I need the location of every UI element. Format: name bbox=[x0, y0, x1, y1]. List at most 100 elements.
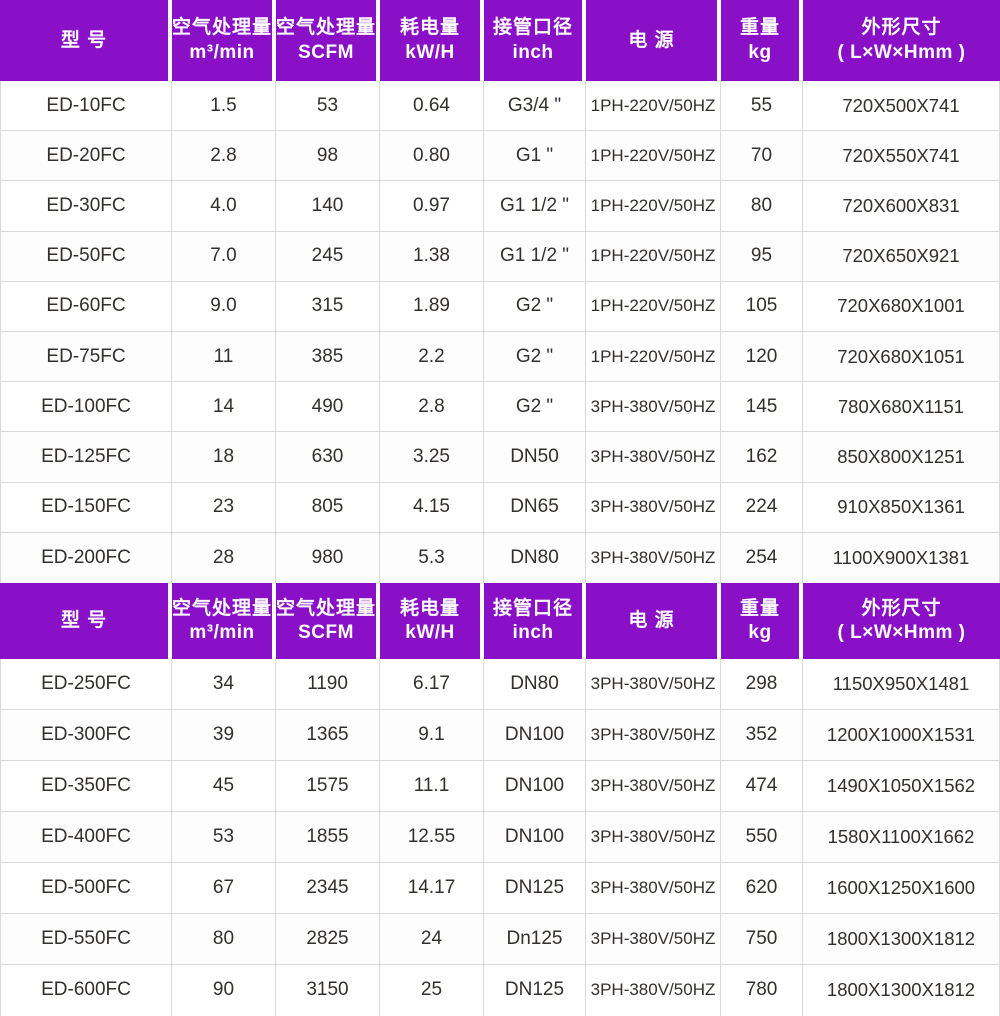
table-row: ED-350FC 45 1575 11.1 DN100 3PH-380V/50HZ 474 1… bbox=[0, 760, 1000, 812]
cell-flow-scfm: 980 bbox=[276, 532, 380, 583]
table-row: ED-100FC 14 490 2.8 G2 " 3PH-380V/50HZ 145 780X… bbox=[0, 382, 1000, 433]
header-label: 接管口径 bbox=[492, 597, 573, 619]
cell-dimensions: 1800X1300X1812 bbox=[803, 964, 1000, 1016]
header-cell-dimensions: 外形尺寸( L×W×Hmm ) bbox=[803, 0, 1000, 81]
table-row: ED-250FC 34 1190 6.17 DN80 3PH-380V/50HZ 298 11… bbox=[0, 658, 1000, 710]
cell-dimensions: 720X550X741 bbox=[803, 131, 1000, 182]
cell-weight-kg: 550 bbox=[721, 811, 803, 863]
cell-power-kwh: 1.38 bbox=[380, 231, 484, 282]
cell-flow-scfm: 53 bbox=[276, 81, 380, 132]
header-unit-label: kW/H bbox=[405, 622, 455, 644]
cell-power-supply: 1PH-220V/50HZ bbox=[586, 181, 721, 232]
table-row: ED-150FC 23 805 4.15 DN65 3PH-380V/50HZ 224 910… bbox=[0, 482, 1000, 533]
cell-power-kwh: 24 bbox=[380, 913, 484, 965]
header-cell-weight-kg: 重量 kg bbox=[721, 0, 803, 81]
cell-power-kwh: 0.64 bbox=[380, 81, 484, 132]
table-row: ED-20FC 2.8 98 0.80 G1 " 1PH-220V/50HZ 70 720X5… bbox=[0, 131, 1000, 182]
cell-model: ED-200FC bbox=[0, 532, 172, 583]
cell-dimensions: 720X500X741 bbox=[803, 81, 1000, 132]
cell-pipe-inch: G2 " bbox=[484, 281, 586, 332]
header-cell-pipe-inch: 接管口径 inch bbox=[484, 0, 586, 81]
header-unit-label: SCFM bbox=[298, 41, 354, 63]
cell-model: ED-300FC bbox=[0, 709, 172, 761]
cell-weight-kg: 70 bbox=[721, 131, 803, 182]
cell-flow-m3min: 1.5 bbox=[172, 81, 276, 132]
header-label: 重量 bbox=[739, 597, 780, 619]
cell-power-kwh: 11.1 bbox=[380, 760, 484, 812]
cell-power-supply: 1PH-220V/50HZ bbox=[586, 331, 721, 383]
table-section-0: 型 号空气处理量 m³/min 空气处理量 SCFM 耗电量 kW/H 接管口径 inch 电 … bbox=[0, 0, 1000, 583]
header-cell-flow-m3min: 空气处理量 m³/min bbox=[172, 0, 276, 81]
cell-pipe-inch: DN80 bbox=[484, 658, 586, 710]
header-label: 空气处理量 bbox=[276, 17, 377, 39]
cell-model: ED-75FC bbox=[0, 331, 172, 383]
header-cell-pipe-inch: 接管口径 inch bbox=[484, 582, 586, 659]
header-cell-model: 型 号 bbox=[0, 0, 172, 81]
table-row: ED-125FC 18 630 3.25 DN50 3PH-380V/50HZ 162 850… bbox=[0, 432, 1000, 483]
header-label: 外形尺寸 bbox=[861, 597, 942, 619]
cell-power-kwh: 5.3 bbox=[380, 532, 484, 583]
cell-dimensions: 1100X900X1381 bbox=[803, 532, 1000, 583]
cell-dimensions: 1490X1050X1562 bbox=[803, 760, 1000, 812]
cell-power-supply: 3PH-380V/50HZ bbox=[586, 862, 721, 914]
cell-flow-m3min: 4.0 bbox=[172, 181, 276, 232]
header-cell-power-supply: 电 源 bbox=[586, 0, 721, 81]
cell-pipe-inch: G2 " bbox=[484, 331, 586, 383]
cell-pipe-inch: G1 1/2 " bbox=[484, 181, 586, 232]
header-label: 外形尺寸 bbox=[861, 17, 942, 39]
cell-weight-kg: 298 bbox=[721, 658, 803, 710]
header-unit-label: inch bbox=[512, 622, 554, 644]
cell-dimensions: 1600X1250X1600 bbox=[803, 862, 1000, 914]
cell-flow-m3min: 53 bbox=[172, 811, 276, 863]
header-unit-label: ( L×W×Hmm ) bbox=[837, 41, 966, 63]
cell-pipe-inch: DN80 bbox=[484, 532, 586, 583]
cell-weight-kg: 105 bbox=[721, 281, 803, 332]
cell-flow-scfm: 2345 bbox=[276, 862, 380, 914]
cell-dimensions: 1580X1100X1662 bbox=[803, 811, 1000, 863]
cell-power-supply: 3PH-380V/50HZ bbox=[586, 658, 721, 710]
cell-model: ED-350FC bbox=[0, 760, 172, 812]
cell-power-supply: 1PH-220V/50HZ bbox=[586, 281, 721, 332]
cell-pipe-inch: DN125 bbox=[484, 964, 586, 1016]
cell-pipe-inch: G1 " bbox=[484, 131, 586, 182]
cell-dimensions: 1800X1300X1812 bbox=[803, 913, 1000, 965]
cell-flow-scfm: 315 bbox=[276, 281, 380, 332]
header-label: 型 号 bbox=[60, 29, 108, 51]
cell-flow-m3min: 28 bbox=[172, 532, 276, 583]
cell-model: ED-100FC bbox=[0, 382, 172, 433]
cell-weight-kg: 254 bbox=[721, 532, 803, 583]
cell-model: ED-125FC bbox=[0, 432, 172, 483]
cell-model: ED-550FC bbox=[0, 913, 172, 965]
cell-flow-scfm: 98 bbox=[276, 131, 380, 182]
cell-weight-kg: 474 bbox=[721, 760, 803, 812]
table-row: ED-60FC 9.0 315 1.89 G2 " 1PH-220V/50HZ 105 720… bbox=[0, 281, 1000, 332]
cell-model: ED-50FC bbox=[0, 231, 172, 282]
table-section-1: 型 号 空气处理量 m³/min 空气处理量 SCFM 耗电量 kW/H 接管口径 inch 电 … bbox=[0, 582, 1000, 1016]
cell-model: ED-500FC bbox=[0, 862, 172, 914]
cell-weight-kg: 55 bbox=[721, 81, 803, 132]
cell-weight-kg: 145 bbox=[721, 382, 803, 433]
cell-pipe-inch: G2 " bbox=[484, 382, 586, 433]
cell-flow-m3min: 23 bbox=[172, 482, 276, 533]
cell-model: ED-20FC bbox=[0, 131, 172, 182]
cell-weight-kg: 80 bbox=[721, 181, 803, 232]
cell-weight-kg: 120 bbox=[721, 331, 803, 383]
cell-power-supply: 1PH-220V/50HZ bbox=[586, 231, 721, 282]
header-unit-label: inch bbox=[512, 41, 554, 63]
table-row: ED-600FC 90 3150 25 DN125 3PH-380V/50HZ 780 180… bbox=[0, 964, 1000, 1016]
cell-pipe-inch: DN65 bbox=[484, 482, 586, 533]
cell-power-supply: 3PH-380V/50HZ bbox=[586, 432, 721, 483]
cell-power-supply: 3PH-380V/50HZ bbox=[586, 811, 721, 863]
cell-flow-scfm: 245 bbox=[276, 231, 380, 282]
header-cell-weight-kg: 重量 kg bbox=[721, 582, 803, 659]
cell-flow-scfm: 1190 bbox=[276, 658, 380, 710]
cell-power-supply: 3PH-380V/50HZ bbox=[586, 760, 721, 812]
header-label: 耗电量 bbox=[399, 597, 460, 619]
table-header-row: 型 号 空气处理量 m³/min 空气处理量 SCFM 耗电量 kW/H 接管口径 inch 电 … bbox=[0, 582, 1000, 659]
cell-flow-scfm: 3150 bbox=[276, 964, 380, 1016]
header-cell-flow-scfm: 空气处理量 SCFM bbox=[276, 582, 380, 659]
cell-flow-scfm: 1575 bbox=[276, 760, 380, 812]
cell-pipe-inch: DN125 bbox=[484, 862, 586, 914]
cell-weight-kg: 780 bbox=[721, 964, 803, 1016]
cell-weight-kg: 162 bbox=[721, 432, 803, 483]
